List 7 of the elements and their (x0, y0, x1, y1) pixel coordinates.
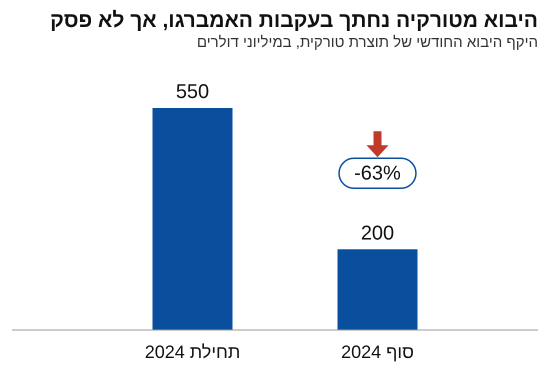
x-tick-label: תחילת 2024 (144, 342, 240, 362)
chart-title: היבוא מטורקיה נחתך בעקבות האמברגו, אך לא פסק (49, 8, 538, 33)
data-label: 200 (360, 222, 394, 244)
x-tick-label: סוף 2024 (341, 342, 414, 362)
data-label: 550 (176, 81, 210, 103)
chart-subtitle: היקף היבוא החודשי של תוצרת טורקית, במיליוני דולרים (196, 33, 538, 53)
annotation: -63% (354, 162, 402, 184)
